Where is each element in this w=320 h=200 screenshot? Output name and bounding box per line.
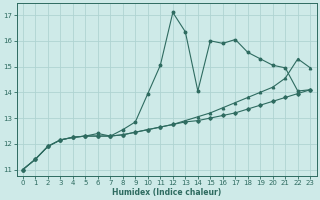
X-axis label: Humidex (Indice chaleur): Humidex (Indice chaleur) — [112, 188, 221, 197]
